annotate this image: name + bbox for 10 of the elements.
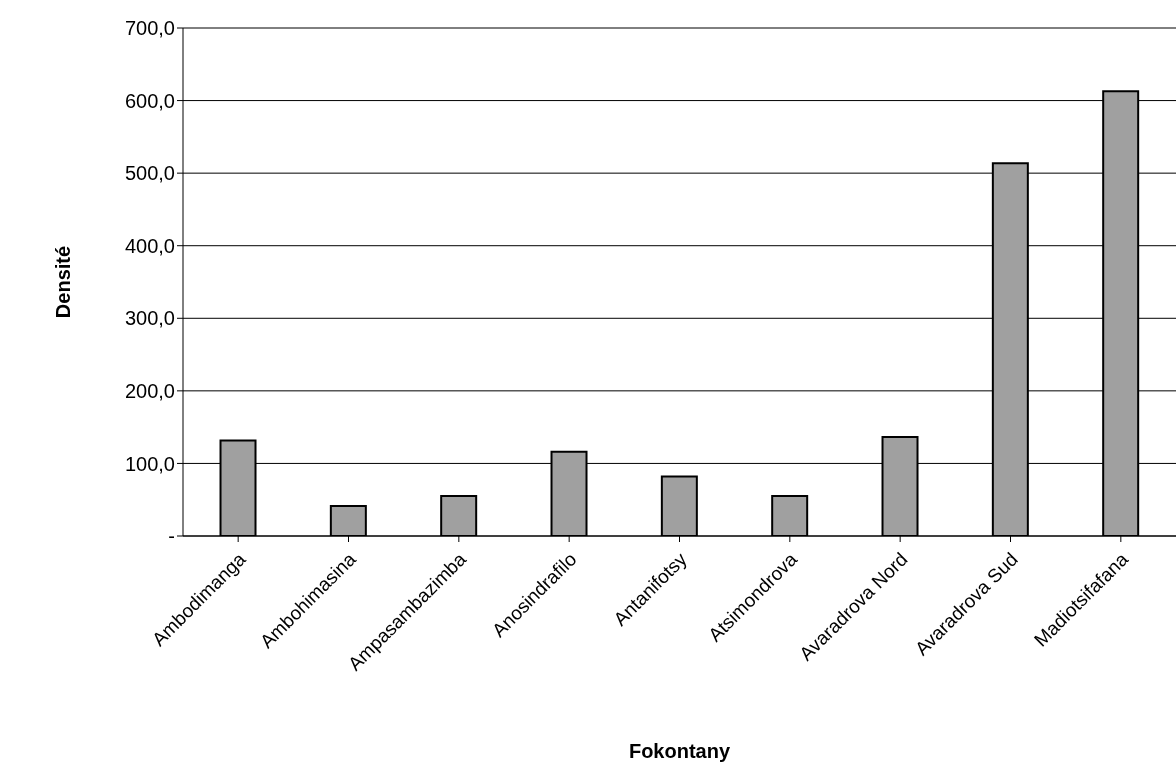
y-tick-label: 600,0 (124, 89, 175, 112)
y-axis-title: Densité (52, 245, 75, 319)
y-tick-label: 100,0 (124, 452, 175, 475)
x-axis-title: Fokontany (628, 740, 731, 762)
y-tick-label: 300,0 (124, 307, 175, 330)
y-tick-label: - (168, 525, 175, 548)
y-tick-label: 700,0 (124, 17, 175, 40)
y-tick-label: 400,0 (124, 234, 175, 257)
y-tick-label: 200,0 (124, 379, 175, 402)
y-tick-label: 500,0 (124, 162, 175, 185)
